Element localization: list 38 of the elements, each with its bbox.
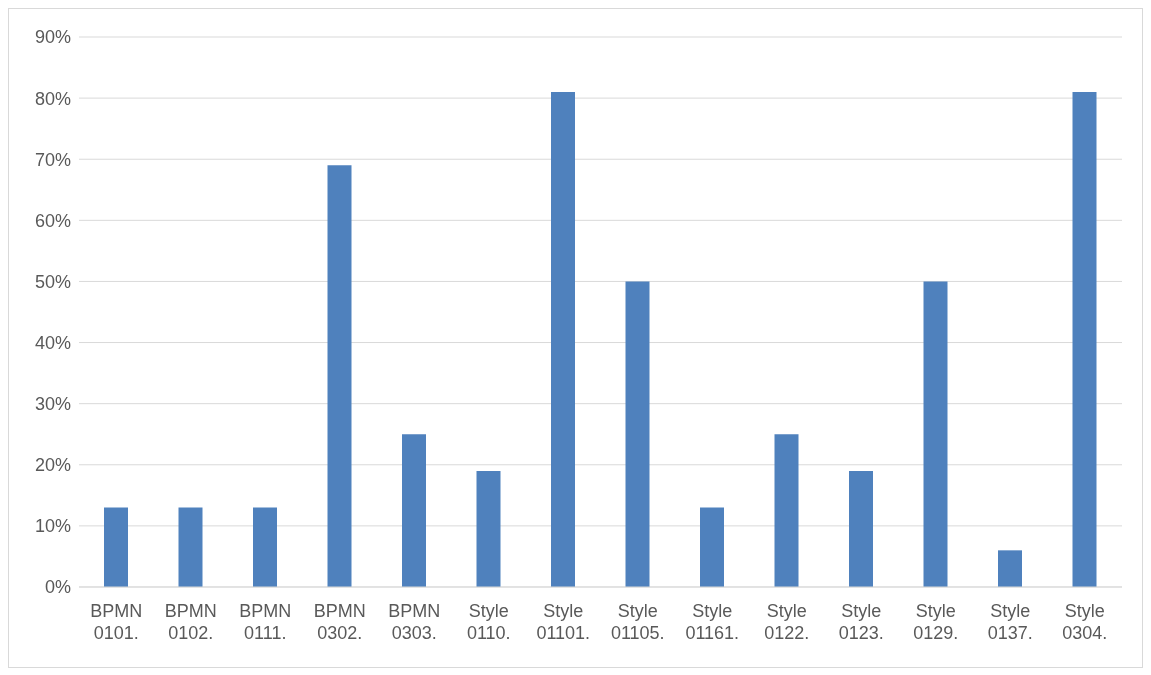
x-tick-label: Style 01105. [610,601,665,643]
x-tick-label: Style 0129. [913,601,959,643]
bar [998,550,1022,587]
bar [625,281,650,587]
y-tick-label: 50% [34,271,71,292]
bar [1072,92,1097,587]
y-tick-label: 90% [34,27,71,48]
bar [774,434,799,587]
x-tick-label: BPMN 0102. [164,601,217,643]
x-tick-label: Style 0123. [838,601,884,643]
y-tick-label: 20% [34,455,71,476]
bar [476,470,501,587]
y-tick-label: 40% [34,332,71,353]
bar [104,507,128,587]
y-tick-label: 60% [34,210,71,231]
y-tick-label: 30% [34,394,71,415]
bar [178,507,203,587]
bar [849,470,873,587]
bar [700,507,724,587]
x-tick-label: BPMN 0111. [239,601,292,643]
x-tick-label: BPMN 0101. [90,601,143,643]
x-tick-label: Style 0122. [764,601,810,643]
bar [923,281,948,587]
bar [402,434,426,587]
x-tick-label: BPMN 0302. [313,601,366,643]
x-tick-label: Style 0304. [1062,601,1108,643]
x-tick-label: Style 0110. [466,601,511,643]
y-tick-label: 70% [34,149,71,170]
y-tick-label: 0% [44,577,71,598]
x-tick-label: BPMN 0303. [388,601,441,643]
bar [551,92,575,587]
bar [327,165,352,587]
bar [253,507,277,587]
x-tick-label: Style 01101. [536,601,591,643]
y-tick-label: 80% [34,88,71,109]
x-tick-label: Style 0137. [987,601,1033,643]
x-tick-label: Style 01161. [685,601,740,643]
y-tick-label: 10% [34,516,71,537]
